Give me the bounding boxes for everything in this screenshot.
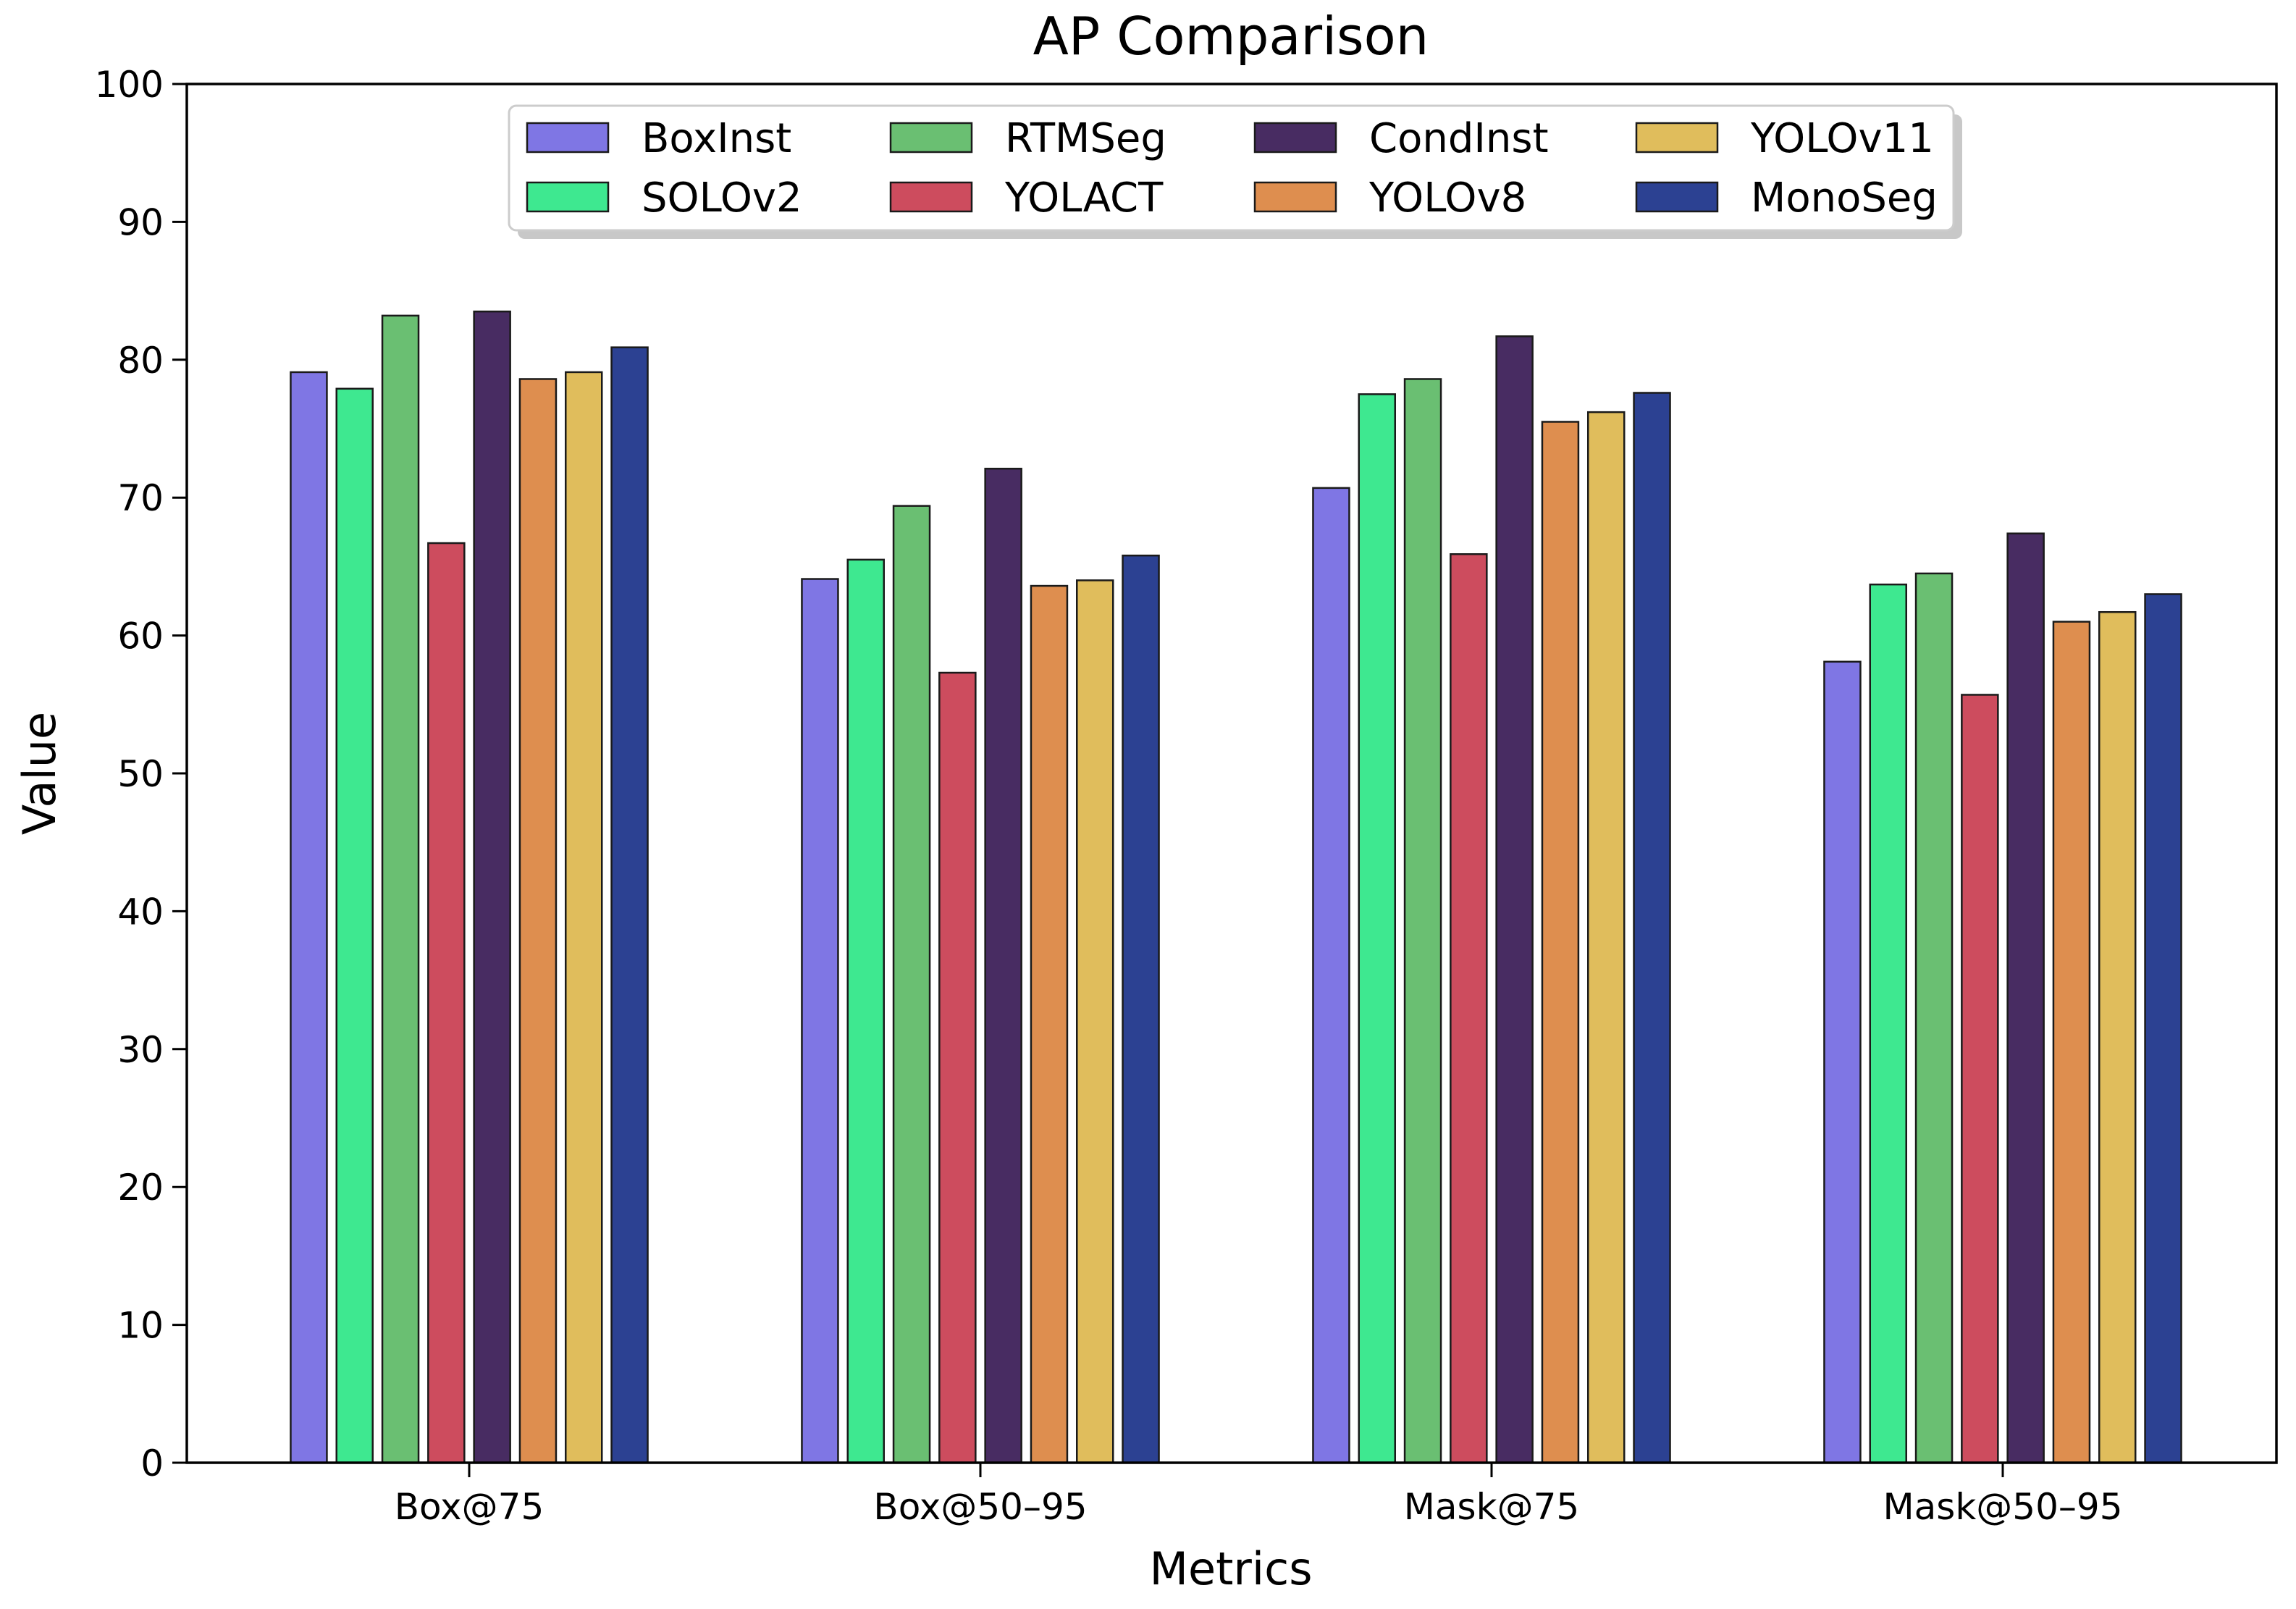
bar-monoseg-0 (610, 346, 649, 1464)
bar-yolov8-1 (1030, 584, 1069, 1464)
legend-swatch-yolov11 (1635, 122, 1719, 154)
y-tick-label: 30 (117, 1029, 164, 1071)
legend-swatch-yolact (889, 181, 973, 213)
y-axis-ticks: 0 10 20 30 40 50 60 70 80 90 100 (95, 64, 187, 1484)
bar-yolov11-2 (1587, 411, 1626, 1464)
y-axis-label: Value (13, 712, 66, 835)
bar-boxinst-1 (801, 578, 839, 1464)
y-tick-label: 40 (117, 891, 164, 933)
legend-swatch-yolov8 (1253, 181, 1337, 213)
bar-monoseg-2 (1633, 392, 1671, 1464)
bar-monoseg-1 (1122, 554, 1160, 1464)
legend-label-yolact: YOLACT (1004, 175, 1164, 222)
bar-rtmseg-2 (1403, 378, 1442, 1464)
y-tick-label: 0 (140, 1442, 164, 1484)
bar-solov2-2 (1358, 393, 1396, 1464)
x-axis-label: Metrics (1149, 1542, 1312, 1595)
legend-swatch-condinst (1253, 122, 1337, 154)
bar-solov2-3 (1869, 583, 1907, 1464)
legend-label-yolov8: YOLOv8 (1368, 175, 1526, 222)
y-tick-label: 70 (117, 477, 164, 519)
legend-label-monoseg: MonoSeg (1751, 175, 1938, 222)
bar-rtmseg-1 (892, 505, 931, 1464)
bar-condinst-2 (1495, 335, 1534, 1464)
bar-yolact-3 (1961, 694, 1999, 1464)
legend: BoxInst SOLOv2 RTMSeg YOLACT CondInst YOLOv8 Y… (508, 104, 1962, 239)
bar-yolact-0 (427, 542, 466, 1464)
x-tick-label: Box@50–95 (873, 1486, 1087, 1528)
bar-rtmseg-0 (381, 314, 420, 1464)
bar-monoseg-3 (2144, 593, 2182, 1464)
x-tick-label: Box@75 (395, 1486, 544, 1528)
legend-swatch-boxinst (526, 122, 610, 154)
bar-solov2-0 (335, 387, 374, 1464)
x-axis-ticks: Box@75 Box@50–95 Mask@75 Mask@50–95 (395, 1463, 2123, 1528)
bar-yolov8-3 (2052, 621, 2091, 1464)
x-tick-label: Mask@50–95 (1883, 1486, 2122, 1528)
legend-swatch-monoseg (1635, 181, 1719, 213)
bar-yolov11-1 (1076, 579, 1114, 1464)
y-tick-label: 60 (117, 616, 164, 658)
bar-solov2-1 (846, 558, 885, 1464)
y-tick-label: 50 (117, 753, 164, 795)
bar-condinst-3 (2006, 532, 2045, 1464)
legend-label-solov2: SOLOv2 (642, 175, 802, 222)
bar-boxinst-2 (1312, 487, 1350, 1464)
bar-yolov11-3 (2098, 610, 2137, 1464)
y-tick-label: 20 (117, 1167, 164, 1209)
legend-swatch-rtmseg (889, 122, 973, 154)
bar-condinst-1 (984, 467, 1022, 1464)
plot-frame (185, 83, 2278, 1464)
bar-boxinst-0 (290, 371, 328, 1464)
legend-label-rtmseg: RTMSeg (1005, 115, 1166, 162)
legend-label-boxinst: BoxInst (642, 115, 791, 162)
bar-boxinst-3 (1823, 660, 1862, 1464)
legend-label-condinst: CondInst (1369, 115, 1549, 162)
y-tick-label: 80 (117, 340, 164, 382)
bar-yolov8-0 (518, 378, 558, 1464)
legend-swatch-solov2 (526, 181, 610, 213)
y-tick-label: 90 (117, 201, 164, 243)
bar-yolov8-2 (1541, 421, 1580, 1464)
bar-yolov11-0 (565, 371, 603, 1464)
chart-title: AP Comparison (1033, 6, 1429, 67)
bar-rtmseg-3 (1914, 572, 1954, 1464)
x-tick-label: Mask@75 (1404, 1486, 1579, 1528)
y-tick-label: 100 (95, 64, 164, 106)
y-tick-label: 10 (117, 1305, 164, 1347)
bar-yolact-2 (1450, 553, 1488, 1464)
bar-yolact-1 (938, 671, 977, 1464)
bar-condinst-0 (473, 310, 511, 1464)
legend-box (508, 104, 1955, 232)
legend-label-yolov11: YOLOv11 (1750, 115, 1934, 162)
